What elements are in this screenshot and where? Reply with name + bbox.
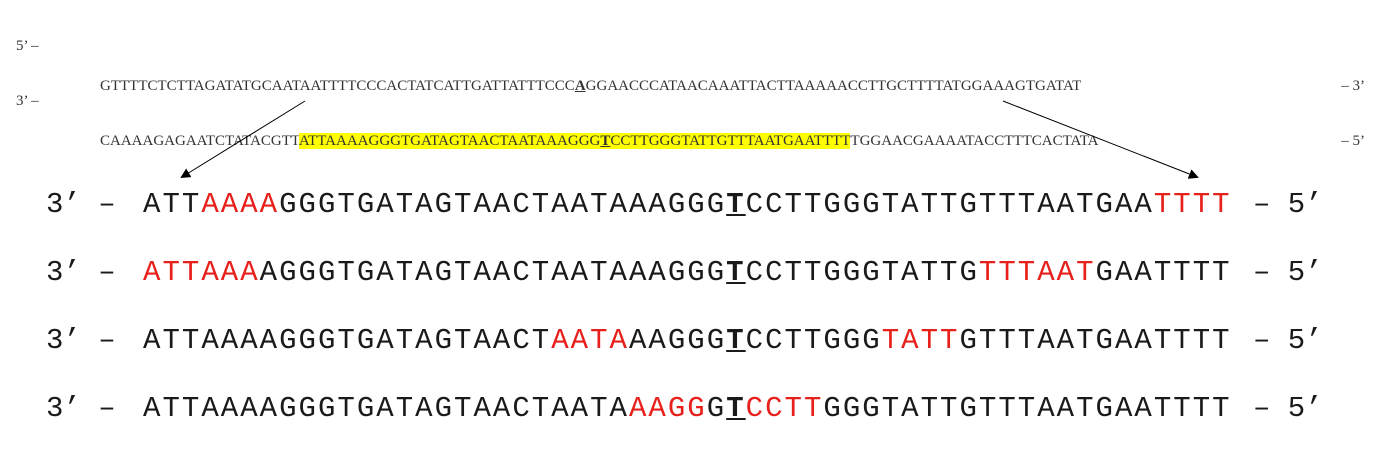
sequence-segment: AAGGG [628, 324, 727, 357]
zoom-row-suffix: – 5’ [1253, 256, 1323, 289]
zoom-row-suffix: – 5’ [1253, 392, 1323, 425]
sequence-segment: CCTTGGG [745, 324, 882, 357]
bottom-strand-sequence: CAAAAGAGAATCTATACGTTATTAAAAGGGTGATAGTAAC… [100, 131, 1297, 151]
mismatch-segment: CCTT [745, 392, 824, 425]
marked-base: T [726, 188, 746, 221]
bottom-strand-row: 3’ – CAAAAGAGAATCTATACGTTATTAAAAGGGTGATA… [0, 71, 1381, 151]
left-arrow [180, 100, 306, 179]
zoom-row-prefix: 3’ – [46, 256, 116, 289]
mismatch-segment: ATTAAA [143, 256, 260, 289]
bottom-strand-seq-before: CAAAAGAGAATCTATACGTT [100, 133, 299, 149]
top-strand-row: 5’ – GTTTTCTCTTAGATATGCAATAATTTTCCCACTAT… [0, 16, 1381, 96]
top-strand-suffix: – 3’ [1341, 78, 1365, 94]
sequence-segment: CCTTGGGTATTG [745, 256, 979, 289]
mismatch-segment: TATT [881, 324, 960, 357]
sequence-segment: ATT [143, 188, 202, 221]
mismatch-segment: AAAA [201, 188, 280, 221]
zoom-row-suffix: – 5’ [1253, 324, 1323, 357]
sequence-segment: GGGTATTGTTTAATGAATTTT [823, 392, 1232, 425]
marked-base: T [726, 392, 746, 425]
top-strand-seq-before: GTTTTCTCTTAGATATGCAATAATTTTCCCACTATCATTG… [100, 78, 575, 94]
mismatch-segment: AATA [551, 324, 629, 357]
zoom-row-sequence: ATTAAAAGGGTGATAGTAACTAATAAAGGGTCCTTGGGTA… [143, 391, 1232, 427]
top-strand-marked-base: A [574, 78, 586, 94]
sequence-segment: ATTAAAAGGGTGATAGTAACT [143, 324, 552, 357]
zoom-row-prefix: 3’ – [46, 188, 116, 221]
mismatch-segment: TTTT [1153, 188, 1232, 221]
bottom-strand-suffix: – 5’ [1341, 133, 1365, 149]
zoom-row-sequence: ATTAAAAGGGTGATAGTAACTAATAAAGGGTCCTTGGGTA… [143, 187, 1232, 223]
sequence-segment: CCTTGGGTATTGTTTAATGAA [745, 188, 1154, 221]
highlight-seq-before: ATTAAAAGGGTGATAGTAACTAATAAAGGG [298, 133, 601, 149]
bottom-strand-marked-base: T [600, 133, 611, 149]
zoom-row-prefix: 3’ – [46, 392, 116, 425]
sequence-segment: G [706, 392, 727, 425]
right-arrow [1002, 100, 1199, 179]
marked-base: T [726, 324, 746, 357]
mismatch-segment: AAGG [628, 392, 707, 425]
marked-base: T [726, 256, 746, 289]
sequence-segment: GGGTGATAGTAACTAATAAAGGG [279, 188, 727, 221]
top-strand-prefix: 5’ – [16, 38, 39, 54]
top-strand-sequence: GTTTTCTCTTAGATATGCAATAATTTTCCCACTATCATTG… [100, 76, 1297, 96]
highlighted-region: ATTAAAAGGGTGATAGTAACTAATAAAGGGTCCTTGGGTA… [298, 133, 851, 149]
bottom-strand-seq-after: TGGAACGAAAATACCTTTCACTATA [850, 133, 1099, 149]
zoom-arrows [180, 100, 1199, 179]
bottom-strand-prefix: 3’ – [16, 93, 39, 109]
highlight-seq-after: CCTTGGGTATTGTTTAATGAATTTT [610, 133, 851, 149]
sequence-segment: GTTTAATGAATTTT [959, 324, 1232, 357]
zoom-row-sequence: ATTAAAAGGGTGATAGTAACTAATAAAGGGTCCTTGGGTA… [143, 323, 1232, 359]
sequence-segment: ATTAAAAGGGTGATAGTAACTAATA [143, 392, 629, 425]
sequence-segment: GAATTTT [1095, 256, 1232, 289]
zoom-row-sequence: ATTAAAAGGGTGATAGTAACTAATAAAGGGTCCTTGGGTA… [143, 255, 1232, 291]
mismatch-segment: TTTAAT [978, 256, 1096, 289]
zoom-row-suffix: – 5’ [1253, 188, 1323, 221]
sequence-segment: AGGGTGATAGTAACTAATAAAGGG [259, 256, 727, 289]
zoom-row-prefix: 3’ – [46, 324, 116, 357]
top-strand-seq-after: GGAACCCATAACAAATTACTTAAAAACCTTGCTTTTATGG… [585, 78, 1082, 94]
